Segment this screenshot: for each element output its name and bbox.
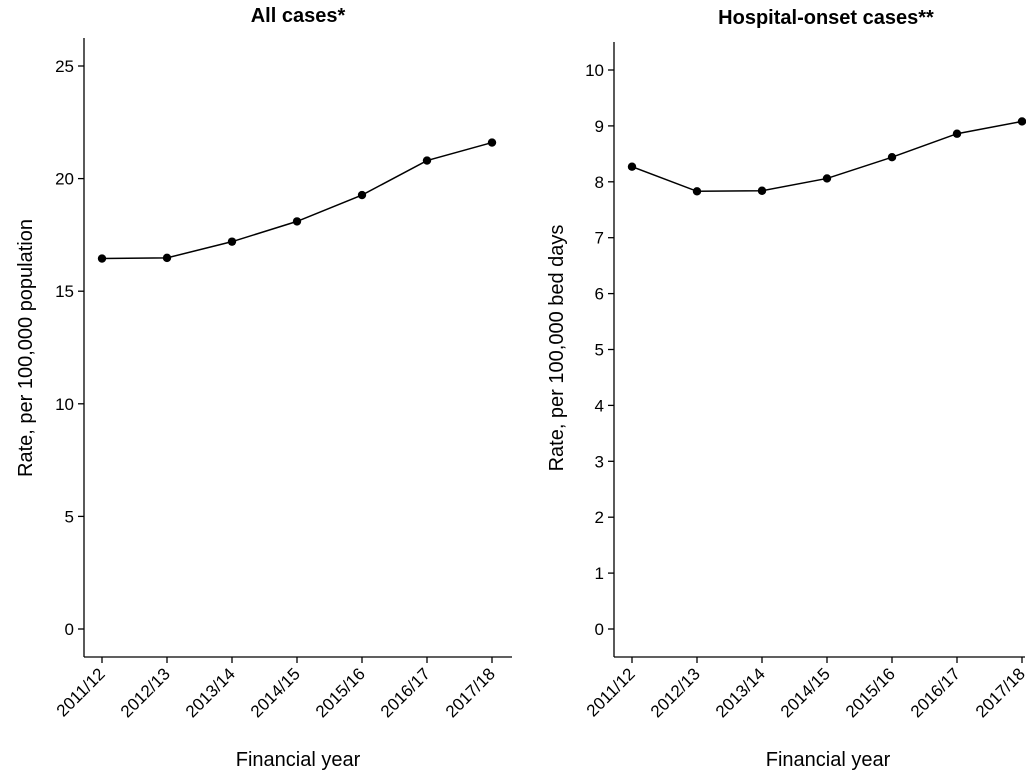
data-point [357,190,367,200]
data-point [1017,117,1026,126]
data-point [822,174,832,183]
data-point [692,187,702,196]
data-point [887,153,897,162]
y-tick-label: 8 [595,173,604,192]
hospital-onset-panel: Hospital-onset cases** Financial year Ra… [546,7,1026,771]
y-tick-label: 0 [595,620,604,639]
x-tick-label: 2013/14 [712,664,769,721]
y-tick-label: 3 [595,452,604,471]
y-tick-label: 20 [55,170,74,189]
x-tick-label: 2014/15 [247,664,304,721]
x-tick-label: 2017/18 [442,664,499,721]
data-point [952,129,962,138]
x-tick-label: 2012/13 [647,664,704,721]
x-axis-label: Financial year [236,749,361,771]
x-tick-label: 2016/17 [907,664,964,721]
y-tick-label: 5 [595,341,604,360]
data-point [162,253,172,263]
y-tick-label: 9 [595,117,604,136]
y-axis-label: Rate, per 100,000 bed days [546,225,568,472]
x-tick-label: 2016/17 [377,664,434,721]
data-point [227,237,237,246]
x-axis-label: Financial year [766,749,891,771]
y-tick-label: 10 [585,61,604,80]
data-point [487,138,497,147]
x-tick-label: 2015/16 [312,664,369,721]
y-tick-label: 1 [595,564,604,583]
x-tick-label: 2017/18 [972,664,1026,721]
data-point [292,217,302,226]
y-tick-label: 2 [595,508,604,527]
data-point [757,186,767,195]
y-axis-label: Rate, per 100,000 population [15,219,37,477]
chart-title: Hospital-onset cases** [718,7,934,29]
data-point [97,254,107,263]
data-point [422,156,432,165]
x-tick-label: 2013/14 [182,664,239,721]
chart-title: All cases* [251,5,346,27]
x-tick-label: 2012/13 [117,664,174,721]
y-tick-label: 4 [595,396,604,415]
y-tick-label: 15 [55,282,74,301]
y-tick-label: 5 [65,507,74,526]
x-tick-label: 2011/12 [53,664,109,720]
y-tick-label: 0 [65,620,74,639]
series-line [101,141,493,260]
x-tick-label: 2011/12 [583,664,639,720]
y-tick-label: 10 [55,395,74,414]
data-point [627,162,637,171]
all-cases-panel: All cases* Financial year Rate, per 100,… [15,5,512,771]
y-tick-label: 7 [595,229,604,248]
y-tick-label: 6 [595,285,604,304]
x-tick-label: 2015/16 [842,664,899,721]
x-tick-label: 2014/15 [777,664,834,721]
y-tick-label: 25 [55,57,74,76]
